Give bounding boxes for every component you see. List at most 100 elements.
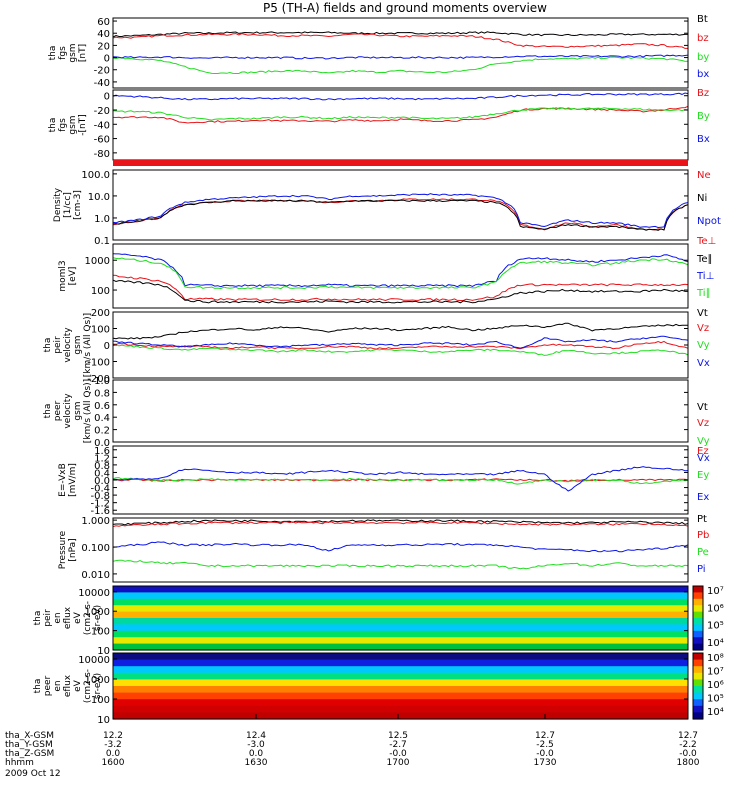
y-tick-label: 10.0 <box>88 192 110 203</box>
series-line-by <box>112 56 689 74</box>
legend-item: By <box>697 111 710 122</box>
colorbar-segment <box>693 586 703 593</box>
y-axis-label: Pressure <box>58 530 68 569</box>
legend-item: Vy <box>697 340 710 351</box>
y-tick-label: 100 <box>91 286 110 297</box>
date-label: 2009 Oct 12 <box>5 769 61 779</box>
colorbar-segment <box>693 692 703 700</box>
y-tick-label: -100 <box>87 358 110 369</box>
spectrogram-band <box>113 630 688 638</box>
colorbar-segment <box>693 686 703 694</box>
y-axis-label: tha <box>33 611 43 626</box>
y-axis-label: sr-eV) <box>93 673 103 699</box>
panel-2: 0 -20 -40 -60 -80 tha fgs gsm -[nT] Bz By Bx <box>48 88 710 161</box>
y-tick-label: 0.0 <box>94 476 110 487</box>
y-tick-label: 1.6 <box>94 446 110 457</box>
x-tick-label: 1630 <box>245 758 268 768</box>
y-axis-label: sr-eV) <box>93 605 103 631</box>
legend-item: Ti⊥ <box>696 271 714 282</box>
panel-3: 100.0 10.0 1.0 0.1 Density [1/cc] [cm-3] Ne Ni Np… <box>53 160 721 247</box>
colorbar-segment <box>693 630 703 638</box>
x-tick-label: -2.2 <box>679 740 697 750</box>
legend-item: Vz <box>697 418 709 429</box>
legend-item: Te∥ <box>696 254 713 265</box>
legend-item: Pe <box>697 547 709 558</box>
panel-frame <box>112 17 689 89</box>
series-line-Vy <box>112 344 689 356</box>
y-axis-label: (cm2-s- <box>83 669 93 703</box>
y-tick-label: 200 <box>91 308 110 319</box>
legend-item: Npot <box>697 216 721 227</box>
colorbar-tick-label: 10⁷ <box>707 667 724 678</box>
spectrogram-band <box>113 605 688 613</box>
panel-frame <box>112 517 689 583</box>
spectrogram-band <box>113 712 688 720</box>
x-tick-label: -3.2 <box>104 740 122 750</box>
y-axis-label: gsm <box>68 43 78 62</box>
spectrogram-band <box>113 653 688 661</box>
y-tick-label: -0.4 <box>90 484 110 495</box>
y-axis-label: moml3 <box>58 260 68 291</box>
colorbar-segment <box>693 605 703 613</box>
x-row-label: tha_Z-GSM <box>5 749 54 759</box>
y-axis-label: fgs <box>58 118 68 132</box>
x-tick-label: -2.5 <box>536 740 554 750</box>
x-tick-label: 1730 <box>534 758 557 768</box>
y-axis-label: peer <box>43 675 53 696</box>
y-tick-label: -1.6 <box>90 506 110 517</box>
x-axis-labels: tha_X-GSM 12.2 12.4 12.5 12.7 12.7 tha_Y-GSM -3… <box>5 714 700 779</box>
panel-7: 1.61.20.80.40.0-0.4-0.8-1.2-1.6 E=-VxB [mV… <box>58 445 709 517</box>
colorbar-segment <box>693 705 703 713</box>
y-axis-label: gsm <box>73 335 83 354</box>
y-axis-label: tha <box>33 679 43 694</box>
y-axis-label: fgs <box>58 46 68 60</box>
y-tick-label: 0.8 <box>94 461 110 472</box>
legend-item: Vz <box>697 323 709 334</box>
colorbar-segment <box>693 624 703 632</box>
y-axis-label: peir <box>43 609 53 627</box>
colorbar-tick-label: 10⁸ <box>707 653 724 664</box>
series-line-Vx <box>112 335 689 349</box>
series-line-Te∥ <box>112 279 688 304</box>
colorbar-tick-label: 10⁴ <box>707 707 724 718</box>
y-axis-label: peer <box>53 400 63 421</box>
colorbar-tick-label: 10⁴ <box>707 638 724 649</box>
y-tick-label: 60 <box>97 17 110 28</box>
colorbar-segment <box>693 592 703 600</box>
y-axis-label: gsm <box>73 401 83 420</box>
legend-item: bx <box>697 69 709 80</box>
y-axis-label: [eV] <box>68 267 78 286</box>
legend-item: Vx <box>697 358 710 369</box>
y-tick-label: -200 <box>87 374 110 385</box>
legend-item: by <box>697 52 709 63</box>
colorbar-segment <box>693 659 703 667</box>
series-line-Bx <box>112 92 689 101</box>
series-line-Vt <box>112 322 688 340</box>
colorbar-segment <box>693 679 703 687</box>
legend-item: Bt <box>697 14 708 25</box>
colorbar-tick-label: 10⁶ <box>707 680 724 691</box>
y-tick-label: 100 <box>91 695 110 706</box>
series-line-Ni <box>112 199 689 231</box>
legend-item: Ez <box>697 446 709 457</box>
colorbar: 10⁷ 10⁶ 10⁵ 10⁴ <box>692 585 724 651</box>
panel-4: 1000 100 moml3 [eV] Te⊥ Te∥ Ti⊥ Ti∥ <box>58 236 716 309</box>
x-row-label: tha_X-GSM <box>5 731 54 741</box>
series-line-By <box>112 107 689 121</box>
y-tick-label: 1000 <box>85 607 110 618</box>
y-axis-label: en <box>53 680 63 691</box>
panel-5: 200 100 0 -100 -200 tha peir velocity gsm [km/s (… <box>43 308 710 385</box>
y-axis-label: [1/cc] <box>63 192 73 218</box>
legend-item: Ne <box>697 170 711 181</box>
y-tick-label: 10000 <box>78 588 110 599</box>
y-tick-label: 0.4 <box>94 468 110 479</box>
x-tick-label: -0.0 <box>389 749 407 759</box>
spectrogram-band <box>113 643 688 651</box>
y-axis-label: tha <box>43 404 53 419</box>
y-tick-label: -1.2 <box>90 499 110 510</box>
spectrogram-band <box>113 705 688 713</box>
colorbar-segment <box>693 712 703 720</box>
y-tick-label: 1.0 <box>94 376 110 387</box>
y-tick-label: 0.1 <box>94 236 110 247</box>
